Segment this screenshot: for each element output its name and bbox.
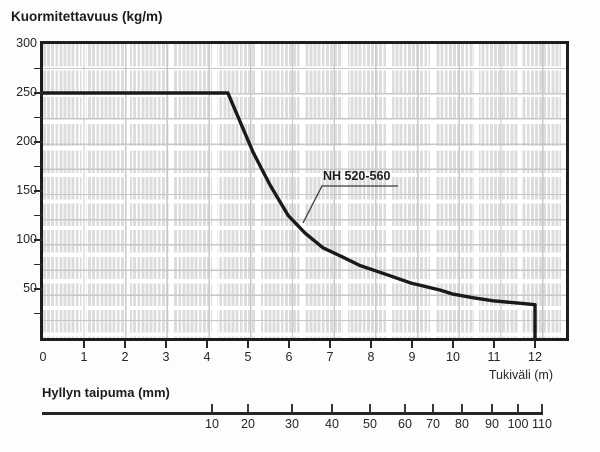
deflection-tick-label: 100 bbox=[507, 417, 529, 431]
deflection-tick bbox=[461, 404, 463, 412]
x-axis-tick bbox=[493, 341, 495, 348]
deflection-scale-line bbox=[42, 412, 543, 415]
y-axis-label: 100 bbox=[16, 232, 37, 246]
y-axis-tick bbox=[34, 67, 43, 70]
deflection-tick bbox=[404, 404, 406, 412]
deflection-tick-label: 20 bbox=[241, 417, 255, 431]
deflection-tick bbox=[291, 404, 293, 412]
deflection-tick-label: 60 bbox=[398, 417, 412, 431]
x-axis-label: 12 bbox=[528, 350, 542, 364]
deflection-tick bbox=[369, 404, 371, 412]
y-axis-tick bbox=[34, 312, 43, 315]
x-axis-tick bbox=[206, 341, 208, 348]
chart-title: Kuormitettavuus (kg/m) bbox=[11, 9, 163, 24]
y-axis-tick bbox=[34, 141, 43, 143]
y-axis-label: 150 bbox=[16, 183, 37, 197]
y-axis-label: 50 bbox=[23, 281, 37, 295]
x-axis-tick bbox=[288, 341, 290, 348]
x-axis-label: 1 bbox=[80, 350, 88, 364]
y-axis-tick bbox=[34, 190, 43, 192]
capacity-curve-svg bbox=[43, 91, 537, 338]
y-axis-tick bbox=[34, 92, 43, 94]
plot-frame: NH 520-560 bbox=[40, 41, 569, 341]
deflection-tick bbox=[331, 404, 333, 412]
deflection-tick-label: 90 bbox=[485, 417, 499, 431]
deflection-tick bbox=[517, 404, 519, 412]
x-axis-label: 11 bbox=[487, 350, 501, 364]
x-axis-label: 6 bbox=[285, 350, 293, 364]
deflection-tick-label: 10 bbox=[205, 417, 219, 431]
y-axis-tick bbox=[34, 165, 43, 168]
x-axis-label: 10 bbox=[446, 350, 460, 364]
x-axis-label: 5 bbox=[244, 350, 252, 364]
y-axis-label: 250 bbox=[16, 85, 37, 99]
deflection-tick bbox=[432, 404, 434, 412]
y-axis-tick bbox=[34, 288, 43, 290]
x-axis-tick bbox=[329, 341, 331, 348]
deflection-tick-label: 110 bbox=[532, 417, 552, 431]
y-axis-tick bbox=[34, 263, 43, 266]
deflection-tick bbox=[491, 404, 493, 412]
deflection-tick bbox=[247, 404, 249, 412]
x-axis-label: 9 bbox=[408, 350, 416, 364]
x-axis-tick bbox=[165, 341, 167, 348]
x-axis-label: 4 bbox=[203, 350, 211, 364]
y-axis-tick bbox=[34, 214, 43, 217]
x-axis-label: 0 bbox=[39, 350, 47, 364]
annotation-leader-line bbox=[302, 185, 398, 224]
x-axis-tick bbox=[452, 341, 454, 348]
deflection-tick-label: 70 bbox=[426, 417, 440, 431]
x-axis-title: Tukiväli (m) bbox=[488, 368, 553, 382]
x-axis-label: 3 bbox=[162, 350, 170, 364]
x-axis-tick bbox=[411, 341, 413, 348]
x-axis-tick bbox=[247, 341, 249, 348]
x-axis-label: 8 bbox=[367, 350, 375, 364]
deflection-tick-label: 80 bbox=[455, 417, 469, 431]
capacity-curve bbox=[43, 91, 537, 338]
deflection-tick-label: 30 bbox=[285, 417, 299, 431]
y-axis-tick bbox=[34, 239, 43, 241]
y-axis-label: 200 bbox=[16, 134, 37, 148]
series-label: NH 520-560 bbox=[323, 169, 391, 183]
x-axis-tick bbox=[370, 341, 372, 348]
deflection-tick-label: 50 bbox=[363, 417, 377, 431]
plot-area: NH 520-560 bbox=[43, 44, 566, 338]
y-axis-label: 300 bbox=[16, 36, 37, 50]
x-axis-tick bbox=[124, 341, 126, 348]
deflection-tick bbox=[541, 404, 543, 412]
deflection-tick bbox=[211, 404, 213, 412]
y-axis-tick bbox=[34, 116, 43, 119]
deflection-tick-label: 40 bbox=[325, 417, 339, 431]
x-axis-tick bbox=[83, 341, 85, 348]
deflection-scale-title: Hyllyn taipuma (mm) bbox=[42, 385, 170, 400]
x-axis-label: 7 bbox=[326, 350, 334, 364]
x-axis-label: 2 bbox=[121, 350, 129, 364]
x-axis-tick bbox=[534, 341, 536, 348]
